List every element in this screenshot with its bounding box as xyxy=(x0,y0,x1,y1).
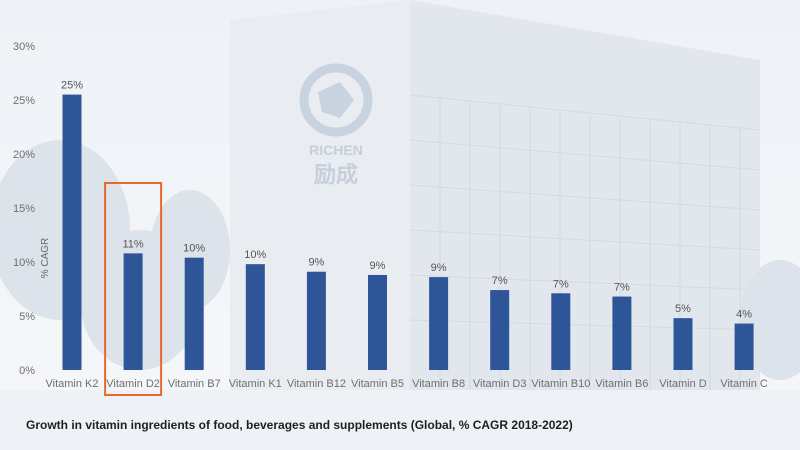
bar xyxy=(245,264,265,370)
category-label: Vitamin B5 xyxy=(351,378,404,390)
bar xyxy=(123,253,143,370)
y-axis-label: % CAGR xyxy=(40,238,51,279)
data-label: 5% xyxy=(675,303,691,315)
data-label: 11% xyxy=(122,238,143,250)
data-label: 10% xyxy=(183,243,205,255)
y-tick-label: 25% xyxy=(13,95,35,107)
bar xyxy=(368,274,387,370)
y-tick-label: 10% xyxy=(13,257,35,269)
data-label: 7% xyxy=(492,275,508,287)
data-label: 10% xyxy=(244,249,266,261)
category-label: Vitamin B8 xyxy=(412,378,465,390)
logo-text-cn: 励成 xyxy=(314,163,358,188)
category-label: Vitamin D xyxy=(659,378,707,390)
bar xyxy=(184,257,204,370)
y-tick-label: 15% xyxy=(13,203,35,215)
bar xyxy=(306,271,326,370)
richen-logo-icon xyxy=(299,63,373,137)
category-label: Vitamin C xyxy=(720,378,768,390)
highlight-box xyxy=(104,182,163,396)
bar xyxy=(62,94,82,370)
logo-text-en: RICHEN xyxy=(309,142,363,158)
category-label: Vitamin B12 xyxy=(287,378,346,390)
data-labels: 25% 11% 10% 10% 9% 9% 9% 7% 7% 7% 5% 4% xyxy=(61,80,752,321)
building-windows xyxy=(409,94,761,400)
category-label: Vitamin B6 xyxy=(595,378,648,390)
data-label: 25% xyxy=(61,80,83,92)
category-label: Vitamin B7 xyxy=(168,378,221,390)
data-label: 4% xyxy=(736,309,752,321)
category-label: Vitamin K1 xyxy=(229,378,282,390)
category-label: Vitamin K2 xyxy=(46,378,99,390)
bar xyxy=(551,293,571,370)
category-label: Vitamin D3 xyxy=(473,378,527,390)
category-label: Vitamin D2 xyxy=(106,378,160,390)
bar xyxy=(673,318,693,370)
y-tick-label: 5% xyxy=(19,311,35,323)
y-axis: 0% 5% 10% 15% 20% 25% 30% xyxy=(13,41,35,377)
data-label: 7% xyxy=(614,282,630,294)
y-tick-label: 20% xyxy=(13,149,35,161)
data-label: 7% xyxy=(553,278,569,290)
category-label: Vitamin B10 xyxy=(531,378,590,390)
bar xyxy=(612,296,632,370)
data-label: 9% xyxy=(370,260,386,272)
chart-caption: Growth in vitamin ingredients of food, b… xyxy=(26,418,573,432)
category-labels: Vitamin K2 Vitamin D2 Vitamin B7 Vitamin K1… xyxy=(46,378,768,390)
data-label: 9% xyxy=(431,262,447,274)
bar xyxy=(429,277,449,370)
bar xyxy=(490,290,510,370)
y-tick-label: 30% xyxy=(13,41,35,53)
bars xyxy=(62,94,754,370)
data-label: 9% xyxy=(308,257,324,269)
bar xyxy=(734,323,754,370)
y-tick-label: 0% xyxy=(19,365,35,377)
